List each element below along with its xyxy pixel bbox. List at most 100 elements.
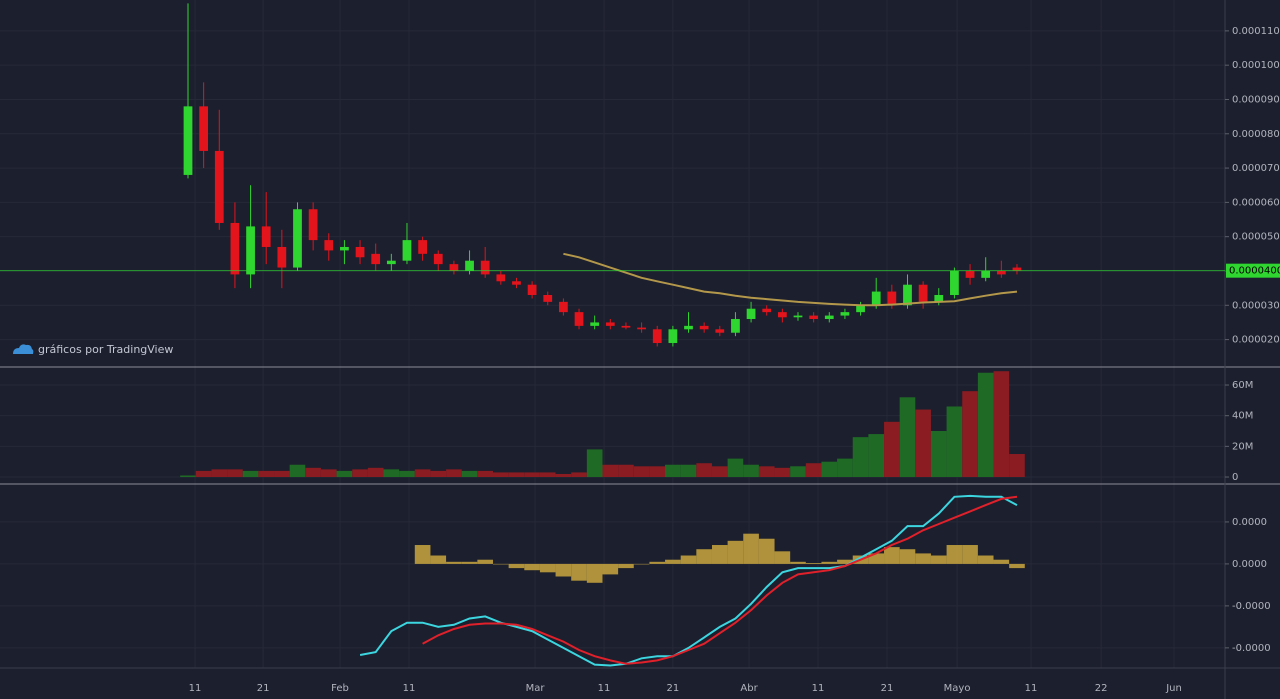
histogram-bar [930, 555, 947, 564]
histogram-bar [884, 547, 900, 564]
volume-bar [727, 458, 744, 478]
volume-bar [305, 467, 321, 478]
candle-body [887, 291, 897, 306]
candle-body [199, 106, 209, 151]
volume-bar [884, 421, 900, 478]
candle-body [402, 240, 412, 261]
histogram-bar [696, 549, 712, 564]
watermark[interactable]: gráficos por TradingView [13, 343, 173, 356]
volume-bar [758, 466, 775, 478]
volume-bar [868, 434, 885, 478]
volume-bar [915, 409, 931, 478]
x-tick-label: Mayo [944, 683, 971, 694]
histogram-bar [946, 545, 963, 564]
indicator-line [359, 494, 1018, 667]
histogram-bar [821, 561, 838, 564]
histogram-bar [805, 563, 822, 564]
volume-bar [539, 472, 556, 478]
volume-bar [977, 372, 994, 478]
histogram-bar [743, 533, 759, 564]
candle-body [386, 260, 396, 265]
volume-bar [195, 470, 212, 478]
histogram-bar [477, 559, 494, 564]
candle-body [715, 329, 725, 333]
watermark-text: gráficos por TradingView [38, 343, 173, 356]
histogram-bar [680, 555, 697, 564]
y-tick-label: 0 [1232, 472, 1238, 483]
x-tick-label: 11 [403, 683, 416, 694]
volume-bar [399, 470, 415, 478]
candle-body [261, 226, 271, 247]
histogram-bar [633, 563, 650, 565]
histogram-bar [461, 561, 478, 564]
candle-body [246, 226, 255, 275]
candle-body [433, 253, 443, 265]
volume-bar [618, 464, 634, 478]
histogram-bar [571, 563, 587, 581]
x-tick-label: 21 [667, 683, 680, 694]
histogram-bar [993, 559, 1010, 564]
candle-body [856, 305, 865, 313]
volume-bar [649, 466, 666, 478]
candle-body [590, 322, 600, 326]
candle-body [840, 312, 850, 316]
histogram-bar [618, 563, 634, 569]
volume-bar [680, 464, 697, 478]
volume-bar [258, 470, 275, 478]
candle-body [340, 246, 349, 251]
candle-body [793, 315, 803, 318]
candle-body [637, 327, 646, 330]
volume-bar [899, 397, 916, 478]
candle-body [496, 274, 506, 282]
volume-bar [930, 431, 947, 478]
volume-bar [367, 467, 384, 478]
histogram-bar [915, 553, 931, 564]
candle-body [746, 308, 756, 320]
candle-body [605, 322, 615, 326]
candle-body [918, 284, 928, 302]
histogram-bar [524, 563, 540, 571]
volume-bar [524, 472, 540, 478]
volume-bar [633, 466, 650, 478]
candle-body [699, 325, 709, 330]
volume-bar [320, 469, 337, 478]
volume-bar [962, 391, 978, 478]
candle-body [981, 270, 991, 278]
candle-body [652, 329, 662, 344]
volume-bar [414, 469, 431, 478]
x-tick-label: Feb [331, 683, 349, 694]
volume-bar [180, 475, 196, 478]
histogram-bar [414, 545, 431, 564]
volume-bar [946, 406, 963, 478]
x-tick-label: 11 [1025, 683, 1038, 694]
volume-bar [242, 470, 259, 478]
candle-body [527, 284, 537, 295]
volume-bar [665, 464, 681, 478]
histogram-bar [790, 561, 806, 564]
volume-bar [274, 470, 290, 478]
candle-body [934, 294, 944, 302]
volume-bar [508, 472, 525, 478]
histogram-bar [586, 563, 603, 583]
volume-bar [805, 463, 822, 478]
candle-body [543, 294, 553, 302]
candle-body [277, 246, 287, 268]
y-tick-label: 60M [1232, 380, 1253, 391]
last-price-label: 0.00004009 [1229, 266, 1280, 277]
histogram-bar [899, 549, 916, 564]
volume-bar [602, 464, 619, 478]
histogram-bar [649, 561, 666, 564]
volume-bar [289, 464, 306, 478]
candle-body [293, 209, 302, 268]
histogram-bar [555, 563, 572, 577]
candle-body [777, 312, 787, 318]
x-tick-label: 21 [881, 683, 894, 694]
candle-body [903, 284, 912, 306]
volume-bar [586, 449, 603, 478]
candle-body [1012, 267, 1022, 271]
histogram-bar [977, 555, 994, 564]
